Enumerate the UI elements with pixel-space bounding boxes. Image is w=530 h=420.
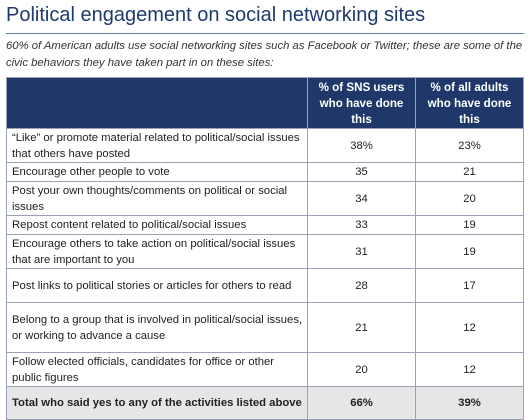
row-value-sns: 33 [307,215,416,235]
row-label: Follow elected officials, candidates for… [5,352,309,387]
table-row: Belong to a group that is involved in po… [5,302,525,353]
row-value-sns: 20 [307,352,416,387]
table-row: “Like” or promote material related to po… [5,128,525,163]
row-value-all: 20 [414,181,525,216]
table-row: Follow elected officials, candidates for… [5,352,525,387]
row-value-sns: 28 [307,268,416,303]
total-value-all: 39% [414,386,525,420]
header-cell-label [5,77,309,129]
table-row: Repost content related to political/soci… [5,215,525,235]
row-label: Encourage other people to vote [5,162,309,182]
table-row: Post links to political stories or artic… [5,268,525,303]
row-label: Repost content related to political/soci… [5,215,309,235]
title-rule [6,33,524,34]
data-table: % of SNS users who have done this % of a… [5,77,525,420]
row-value-sns: 31 [307,234,416,269]
row-label: Encourage others to take action on polit… [5,234,309,269]
table-row: Encourage other people to vote 35 21 [5,162,525,182]
table-row: Post your own thoughts/comments on polit… [5,181,525,216]
total-value-sns: 66% [307,386,416,420]
row-value-sns: 34 [307,181,416,216]
row-value-sns: 38% [307,128,416,163]
subtitle: 60% of American adults use social networ… [6,40,523,69]
row-value-sns: 21 [307,302,416,353]
row-value-all: 19 [414,215,525,235]
row-value-all: 17 [414,268,525,303]
row-value-all: 19 [414,234,525,269]
row-value-all: 23% [414,128,525,163]
row-label: Post your own thoughts/comments on polit… [5,181,309,216]
header-cell-all: % of all adults who have done this [414,77,525,129]
row-label: Post links to political stories or artic… [5,268,309,303]
row-label: “Like” or promote material related to po… [5,128,309,163]
row-value-all: 12 [414,352,525,387]
row-value-all: 21 [414,162,525,182]
page-title: Political engagement on social networkin… [6,4,426,26]
row-value-all: 12 [414,302,525,353]
total-label: Total who said yes to any of the activit… [5,386,309,420]
header-cell-sns: % of SNS users who have done this [307,77,416,129]
row-label: Belong to a group that is involved in po… [5,302,309,353]
table-row: Encourage others to take action on polit… [5,234,525,269]
row-value-sns: 35 [307,162,416,182]
total-row: Total who said yes to any of the activit… [5,386,525,420]
header-row: % of SNS users who have done this % of a… [5,77,525,129]
